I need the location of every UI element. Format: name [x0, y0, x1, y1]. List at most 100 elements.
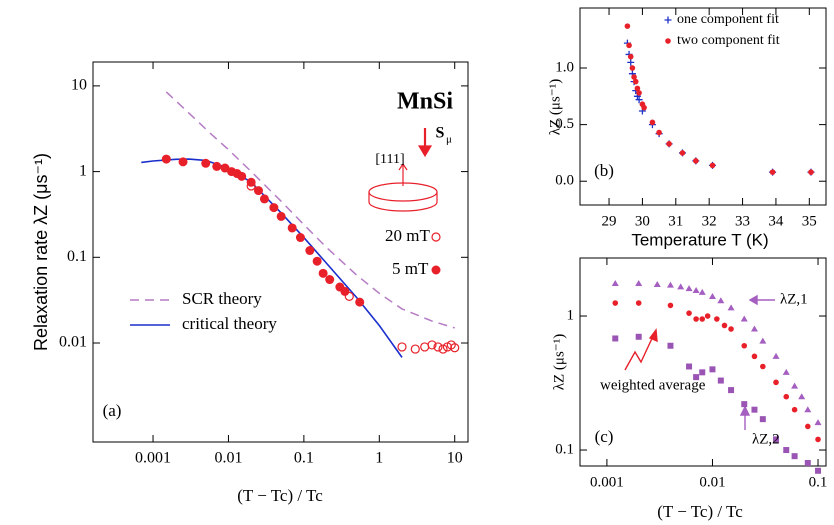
panel: 0.001 0.01 0.1 0.1 1 (T − Tc) / Tc λZ (μs⁻¹) (c… — [551, 257, 828, 521]
point — [636, 90, 642, 96]
point — [295, 233, 305, 243]
point — [717, 377, 724, 384]
point — [450, 343, 460, 353]
series-label: weighted average — [600, 377, 706, 393]
panel: 0.001 0.01 0.1 1 10 0.01 0.1 1 10 (T − Tc) / Tc Re… — [31, 61, 469, 505]
x-tick-label: 33 — [735, 213, 750, 229]
point — [666, 141, 672, 147]
annotation: S — [436, 125, 445, 142]
panel-label: (a) — [103, 401, 122, 420]
x-tick-label: 0.01 — [699, 474, 725, 490]
sample-sketch — [368, 128, 438, 212]
annotation: [111] — [375, 152, 404, 167]
plot-frame — [92, 61, 469, 443]
plot-frame — [579, 257, 827, 467]
y-tick-label: 1 — [79, 162, 87, 179]
y-tick-label: 1 — [567, 307, 575, 323]
point — [397, 342, 407, 352]
point — [760, 363, 766, 370]
point — [798, 393, 806, 400]
point — [791, 453, 798, 460]
annotation: MnSi — [397, 89, 453, 115]
x-axis-label: Temperature T (K) — [631, 230, 768, 249]
point — [433, 342, 443, 352]
point — [410, 344, 420, 354]
point — [791, 382, 799, 389]
point — [340, 286, 350, 296]
point — [772, 352, 780, 359]
y-tick-label: 0.01 — [59, 334, 87, 351]
arrows — [624, 328, 658, 371]
point — [635, 279, 643, 286]
point — [804, 423, 811, 430]
point — [685, 285, 693, 292]
point — [612, 335, 619, 342]
point — [686, 310, 692, 316]
point — [815, 436, 821, 443]
point — [325, 275, 335, 285]
legend-label: 20 mT — [385, 226, 430, 245]
legend-label: 5 mT — [392, 259, 429, 278]
point — [782, 368, 790, 375]
point — [612, 300, 619, 306]
y-tick-label: 0.5 — [555, 116, 574, 132]
point — [692, 287, 700, 294]
point — [699, 316, 706, 322]
point — [741, 401, 748, 408]
series-label: λZ,1 — [780, 291, 808, 307]
point — [808, 169, 814, 175]
x-tick-label: 0.1 — [809, 474, 828, 490]
point — [708, 292, 716, 299]
point — [635, 300, 642, 306]
legend-marker — [431, 265, 441, 275]
point — [656, 129, 662, 136]
legend-label: SCR theory — [182, 289, 262, 308]
point — [728, 326, 734, 332]
point — [721, 322, 728, 329]
point — [276, 211, 286, 221]
point — [178, 157, 188, 167]
point — [237, 171, 247, 181]
x-tick-label: 31 — [668, 213, 683, 229]
line — [165, 91, 455, 329]
y-tick-label: 0.1 — [555, 441, 574, 457]
point — [355, 297, 365, 307]
point — [269, 203, 279, 213]
legend-label: two component fit — [677, 33, 780, 48]
point — [627, 58, 635, 66]
point — [259, 194, 269, 204]
point — [759, 337, 767, 344]
point — [649, 119, 656, 126]
point — [783, 393, 790, 400]
y-axis-label: λZ (μs⁻¹) — [551, 334, 567, 390]
x-tick-label: 30 — [635, 213, 650, 229]
point — [759, 416, 766, 423]
point — [728, 387, 735, 394]
point — [751, 353, 758, 360]
x-tick-label: 0.001 — [590, 474, 624, 490]
point — [727, 304, 735, 311]
point — [677, 283, 685, 290]
point — [783, 447, 790, 454]
annotation: μ — [446, 134, 452, 146]
point — [714, 316, 720, 322]
legend-label: critical theory — [182, 314, 277, 333]
point — [438, 344, 448, 354]
point — [814, 419, 822, 426]
point — [666, 281, 674, 288]
plot-frame — [579, 7, 827, 206]
x-tick-label: 0.01 — [214, 450, 242, 467]
point — [312, 256, 322, 266]
y-axis-label: Relaxation rate λZ (μs⁻¹) — [31, 153, 51, 351]
point — [704, 313, 711, 319]
point — [212, 161, 222, 171]
legend-label: one component fit — [677, 12, 779, 27]
point — [201, 158, 211, 168]
point — [253, 186, 263, 196]
point — [750, 325, 758, 332]
point — [611, 279, 619, 286]
x-tick-label: 29 — [602, 213, 617, 229]
x-axis-label: (T − Tc) / Tc — [237, 486, 323, 505]
point — [627, 53, 634, 60]
